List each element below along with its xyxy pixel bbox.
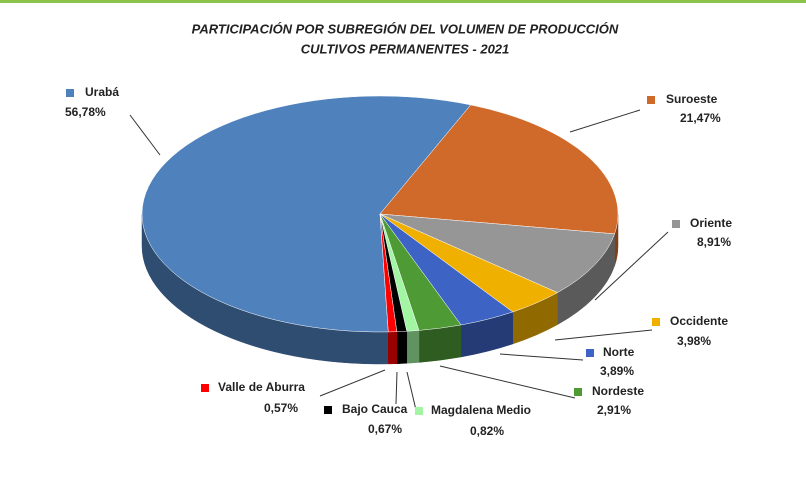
leader-lines — [129, 109, 669, 411]
slice-name: Magdalena Medio — [431, 403, 531, 417]
slice-label: 0,82% — [470, 424, 504, 438]
slice-label: 56,78% — [65, 105, 106, 119]
slice-label: 3,98% — [677, 334, 711, 348]
slice-name: Urabá — [85, 85, 119, 99]
pie-slice — [379, 213, 615, 293]
pie-side — [388, 331, 398, 365]
slice-name: Norte — [603, 345, 635, 359]
slice-label: 21,47% — [680, 111, 721, 125]
pie-slice — [379, 104, 619, 235]
pie-side — [406, 330, 420, 364]
pie-slice — [141, 95, 472, 333]
slice-label: 3,89% — [600, 364, 634, 378]
slice-name: Occidente — [670, 314, 728, 328]
slice-name: Nordeste — [592, 384, 644, 398]
pie-side — [418, 324, 462, 363]
pie-side — [396, 330, 408, 364]
legend-swatch — [652, 318, 660, 326]
slice-name: Valle de Aburra — [218, 380, 305, 394]
legend-swatch — [672, 220, 680, 228]
slice-label: 0,67% — [368, 422, 402, 436]
legend-swatch — [66, 89, 74, 97]
legend-swatch — [324, 406, 332, 414]
legend-swatch — [647, 96, 655, 104]
slice-label: 8,91% — [697, 235, 731, 249]
chart-subtitle: CULTIVOS PERMANENTES - 2021 — [301, 41, 510, 56]
legend-swatch — [415, 407, 423, 415]
slice-name: Suroeste — [666, 92, 718, 106]
slice-label: 2,91% — [597, 403, 631, 417]
legend-swatch — [586, 349, 594, 357]
slice-name: Oriente — [690, 216, 732, 230]
pie-slice — [379, 213, 398, 333]
legend-swatch — [201, 384, 209, 392]
slice-label: 0,57% — [264, 401, 298, 415]
slice-name: Bajo Cauca — [342, 402, 408, 416]
chart-title: PARTICIPACIÓN POR SUBREGIÓN DEL VOLUMEN … — [192, 21, 619, 36]
legend-swatch — [574, 388, 582, 396]
